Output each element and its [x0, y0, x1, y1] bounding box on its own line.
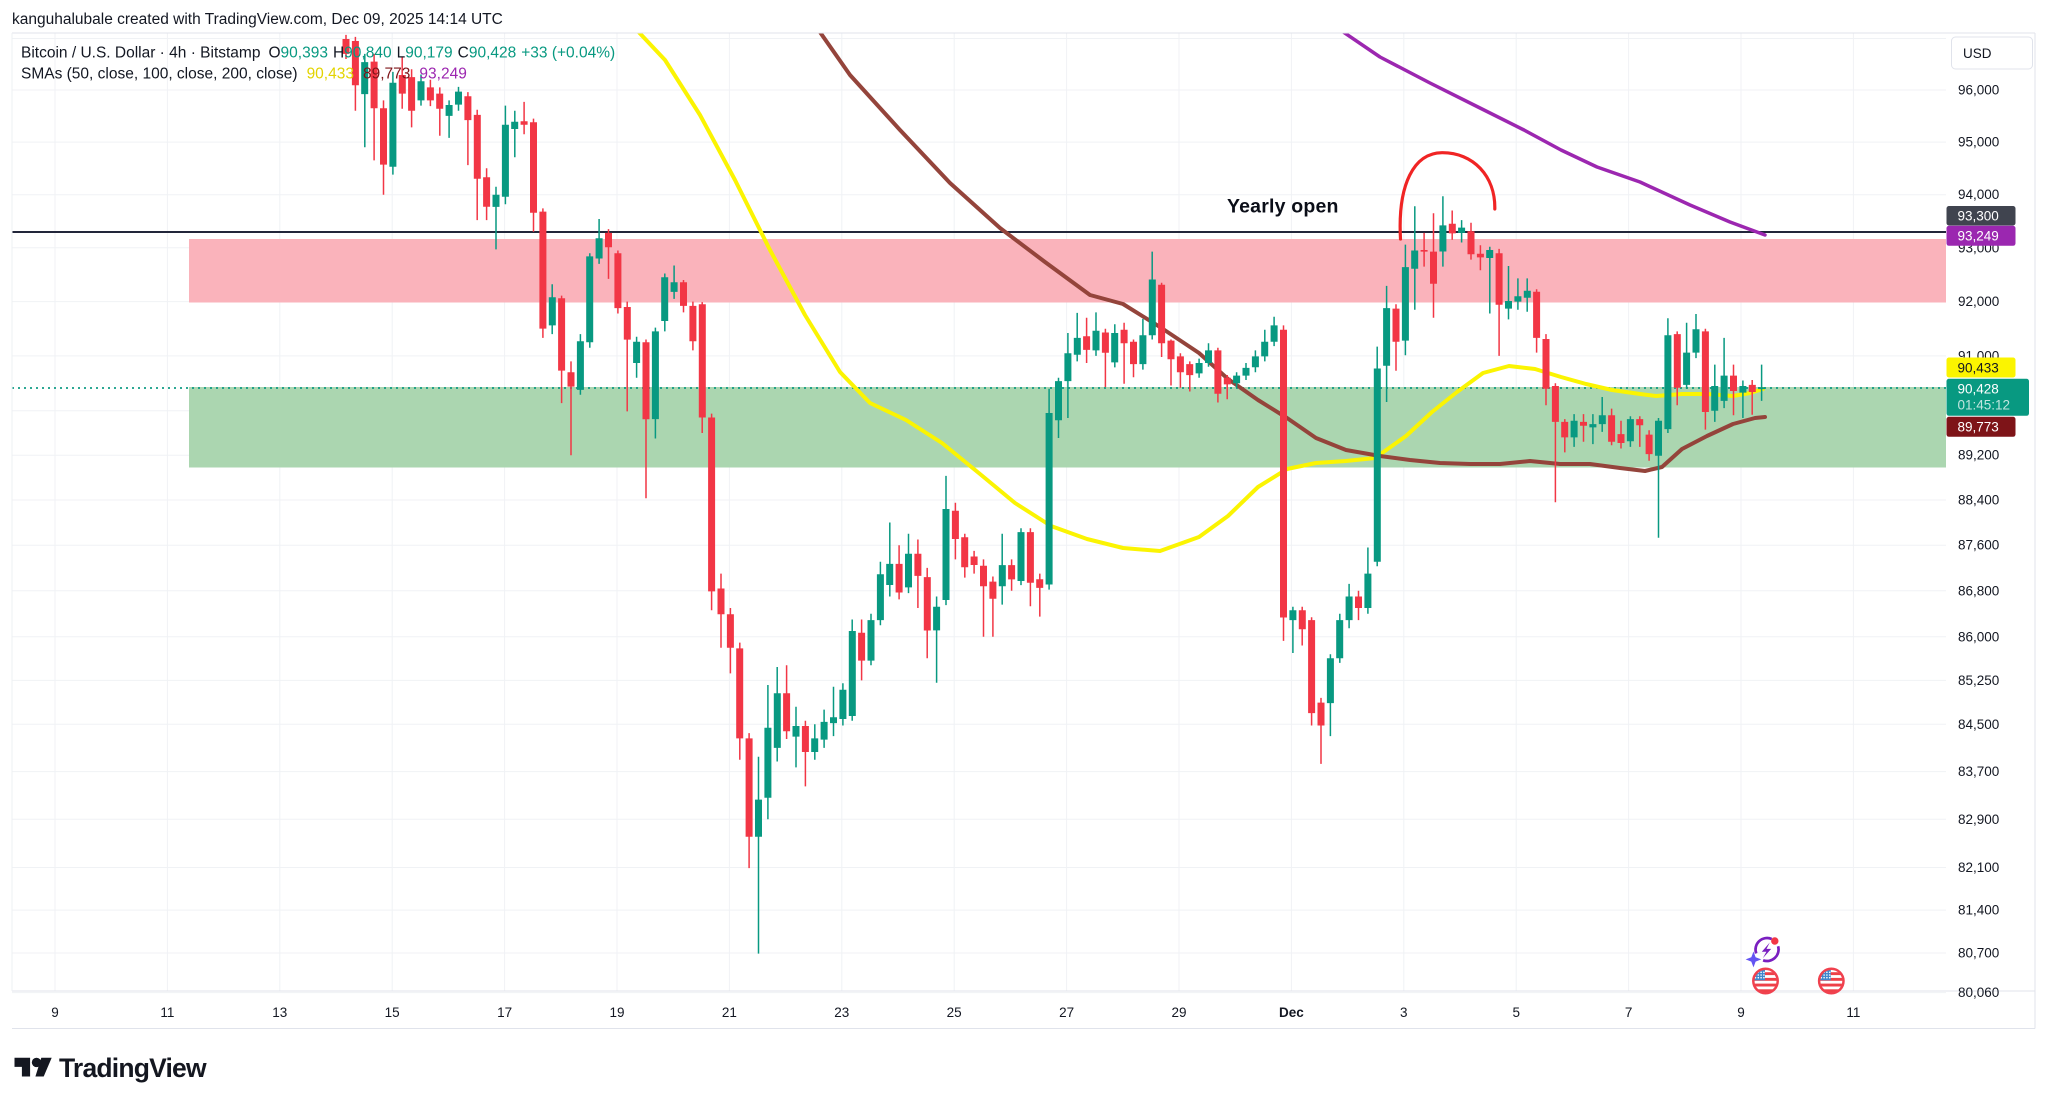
- svg-text:87,600: 87,600: [1958, 538, 1999, 553]
- svg-text:15: 15: [385, 1005, 400, 1020]
- svg-text:93,300: 93,300: [1958, 209, 1999, 224]
- svg-text:92,000: 92,000: [1958, 294, 1999, 309]
- svg-text:19: 19: [609, 1005, 624, 1020]
- svg-text:29: 29: [1171, 1005, 1186, 1020]
- svg-text:11: 11: [1846, 1005, 1860, 1020]
- svg-text:89,773: 89,773: [1958, 420, 1999, 435]
- svg-text:USD: USD: [1963, 46, 1992, 61]
- svg-text:96,000: 96,000: [1958, 83, 1999, 98]
- svg-text:80,700: 80,700: [1958, 946, 1999, 961]
- svg-text:82,900: 82,900: [1958, 812, 1999, 827]
- svg-text:kanguhalubale created with Tra: kanguhalubale created with TradingView.c…: [12, 11, 503, 28]
- svg-text:Dec: Dec: [1279, 1005, 1304, 1020]
- svg-text:85,250: 85,250: [1958, 673, 1999, 688]
- svg-text:89,200: 89,200: [1958, 448, 1999, 463]
- svg-text:9: 9: [51, 1005, 59, 1020]
- svg-text:84,500: 84,500: [1958, 717, 1999, 732]
- svg-text:90,433: 90,433: [1958, 360, 1999, 375]
- svg-text:25: 25: [947, 1005, 962, 1020]
- svg-text:81,400: 81,400: [1958, 903, 1999, 918]
- svg-text:11: 11: [160, 1005, 174, 1020]
- svg-text:3: 3: [1400, 1005, 1408, 1020]
- svg-text:90,428: 90,428: [1958, 382, 1999, 397]
- svg-text:5: 5: [1512, 1005, 1520, 1020]
- svg-text:Yearly open: Yearly open: [1227, 196, 1339, 218]
- svg-text:86,000: 86,000: [1958, 629, 1999, 644]
- svg-text:Bitcoin / U.S. Dollar · 4h · B: Bitcoin / U.S. Dollar · 4h · Bitstamp O90…: [21, 45, 615, 62]
- svg-text:88,400: 88,400: [1958, 493, 1999, 508]
- svg-text:94,000: 94,000: [1958, 187, 1999, 202]
- svg-text:9: 9: [1737, 1005, 1745, 1020]
- svg-text:82,100: 82,100: [1958, 860, 1999, 875]
- svg-text:01:45:12: 01:45:12: [1958, 398, 2011, 413]
- svg-text:80,060: 80,060: [1958, 985, 1999, 1000]
- svg-text:7: 7: [1625, 1005, 1633, 1020]
- svg-text:SMAs (50, close, 100, close, 2: SMAs (50, close, 100, close, 200, close)…: [21, 66, 467, 83]
- svg-text:27: 27: [1059, 1005, 1074, 1020]
- svg-text:17: 17: [497, 1005, 512, 1020]
- svg-text:13: 13: [272, 1005, 287, 1020]
- svg-text:TradingView: TradingView: [59, 1053, 207, 1083]
- svg-text:95,000: 95,000: [1958, 135, 1999, 150]
- svg-text:23: 23: [834, 1005, 849, 1020]
- svg-text:93,249: 93,249: [1958, 229, 1999, 244]
- svg-text:83,700: 83,700: [1958, 764, 1999, 779]
- svg-text:21: 21: [722, 1005, 737, 1020]
- svg-text:86,800: 86,800: [1958, 583, 1999, 598]
